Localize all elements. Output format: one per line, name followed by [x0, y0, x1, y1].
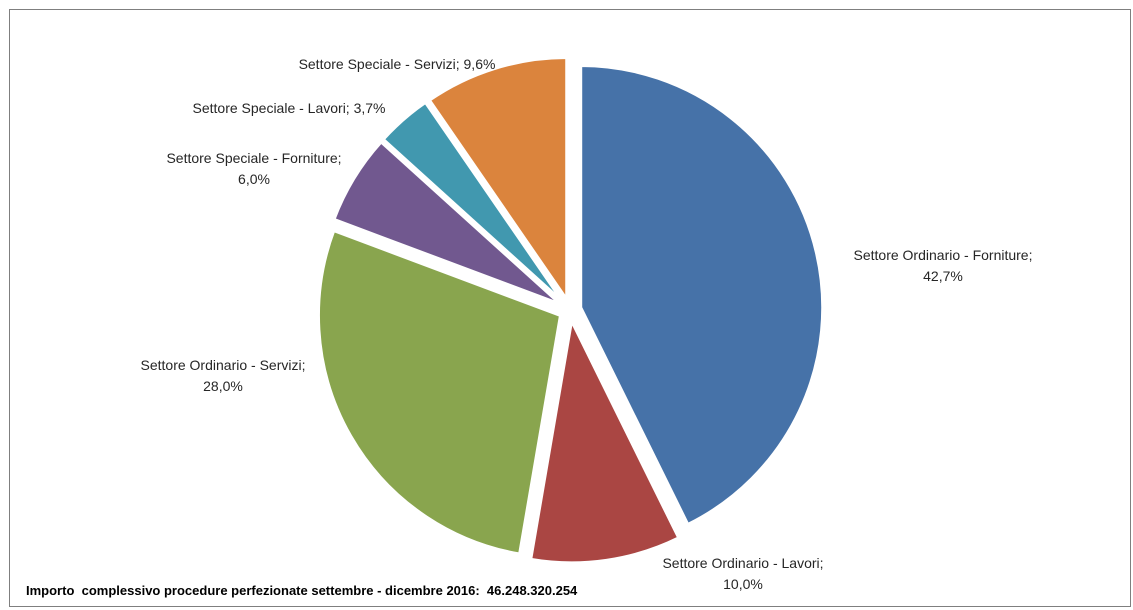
slice-label-line: Settore Speciale - Forniture;: [166, 150, 341, 166]
slice-label-2: Settore Ordinario - Lavori; 10,0%: [662, 555, 823, 592]
slice-label-5: Settore Speciale - Lavori; 3,7%: [193, 100, 386, 116]
slice-label-line: Settore Speciale - Lavori; 3,7%: [193, 100, 386, 116]
pie-slice-6: [427, 55, 569, 305]
slice-label-line: 6,0%: [238, 171, 270, 187]
slice-label-line: 10,0%: [723, 576, 763, 592]
slice-label-6: Settore Speciale - Servizi; 9,6%: [299, 56, 496, 72]
slice-label-1: Settore Ordinario - Forniture; 42,7%: [854, 247, 1033, 284]
chart-footnote: Importo complessivo procedure perfeziona…: [26, 583, 578, 598]
pie-slice-1: [579, 63, 825, 527]
slice-label-line: 28,0%: [203, 378, 243, 394]
pie-slice-2: [528, 316, 681, 565]
pie-slice-4: [332, 139, 562, 306]
slice-label-3: Settore Ordinario - Servizi; 28,0%: [141, 357, 306, 394]
slice-label-line: Settore Ordinario - Forniture;: [854, 247, 1033, 263]
pie-slice-3: [316, 228, 563, 556]
slice-label-line: 42,7%: [923, 268, 963, 284]
pie-slice-5: [381, 100, 564, 303]
slice-label-line: Settore Ordinario - Servizi;: [141, 357, 306, 373]
slice-label-4: Settore Speciale - Forniture; 6,0%: [166, 150, 341, 187]
slice-label-line: Settore Speciale - Servizi; 9,6%: [299, 56, 496, 72]
slice-label-line: Settore Ordinario - Lavori;: [662, 555, 823, 571]
